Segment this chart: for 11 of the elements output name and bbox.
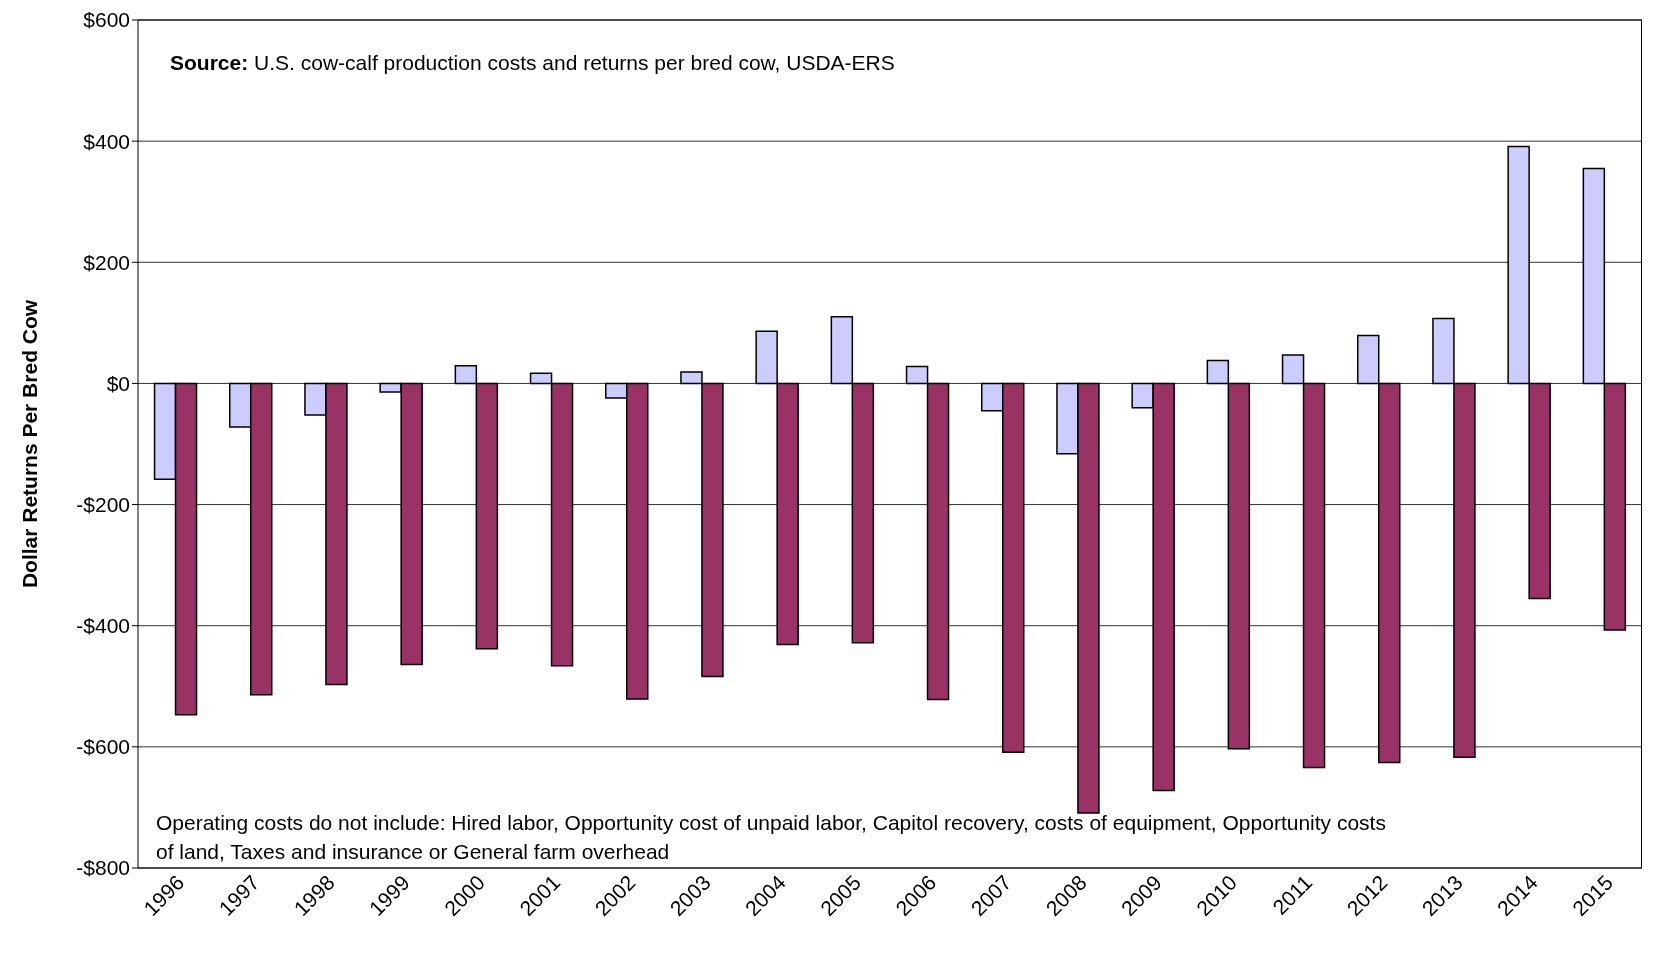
y-tick-label: -$600 (76, 735, 130, 759)
y-tick-label: $200 (83, 250, 130, 274)
annotation: Source: U.S. cow-calf production costs and returns per bred cow, USDA-ERS (170, 50, 895, 76)
y-tick-label: $600 (83, 8, 130, 32)
y-tick-label: $0 (106, 371, 130, 395)
y-tick-label: -$800 (76, 856, 130, 880)
y-tick-label: -$400 (76, 614, 130, 638)
y-tick-label: -$200 (76, 493, 130, 517)
y-axis-title: Dollar Returns Per Bred Cow (18, 299, 42, 589)
y-tick-label: $400 (83, 129, 130, 153)
annotation: Operating costs do not include: Hired labor, Opportunity cost of unpaid labor, Capitol recovery, costs of equipment, Opportunity costs of land, Taxes and insurance or General farm overhead (156, 810, 1387, 865)
